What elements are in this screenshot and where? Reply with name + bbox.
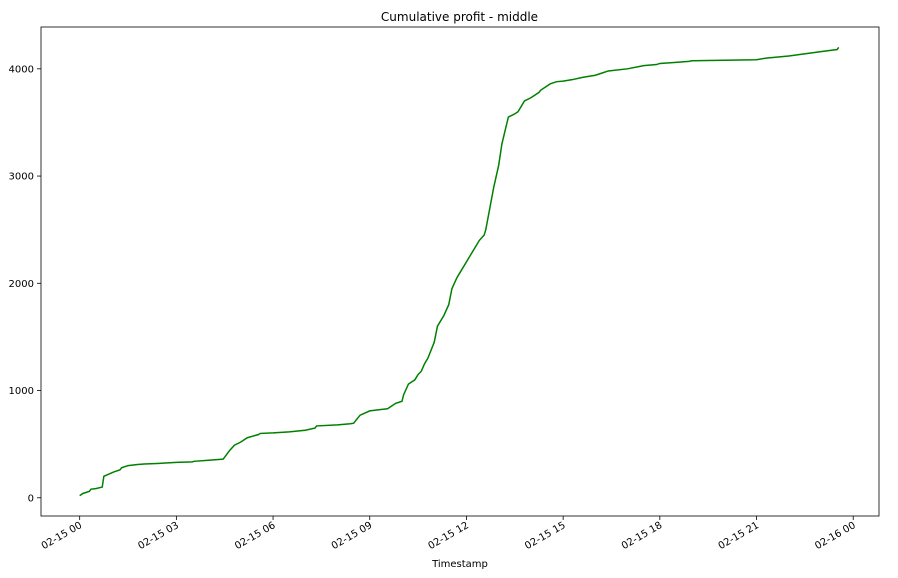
x-axis-label: Timestamp — [431, 559, 488, 570]
chart-title: Cumulative profit - middle — [381, 10, 538, 24]
y-axis: 0 1000 2000 3000 4000 — [9, 64, 41, 504]
plot-frame — [40, 26, 880, 517]
series-line-cumulative-profit — [79, 46, 840, 497]
y-tick-label: 3000 — [9, 172, 34, 183]
y-tick-label: 1000 — [9, 386, 34, 397]
y-tick-label: 2000 — [9, 279, 34, 290]
y-tick-label: 4000 — [9, 64, 34, 75]
y-tick-label: 0 — [28, 493, 34, 504]
